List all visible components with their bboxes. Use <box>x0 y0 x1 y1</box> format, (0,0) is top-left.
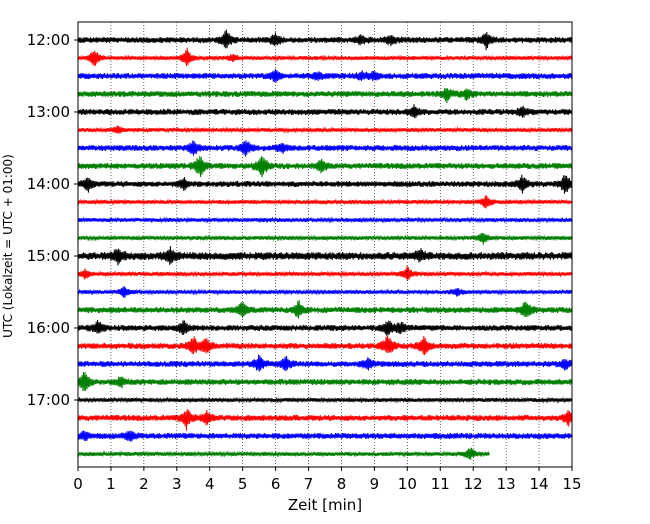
trace-row-1715 <box>77 409 572 431</box>
x-tick-label: 7 <box>304 475 314 493</box>
x-tick-label: 3 <box>172 475 182 493</box>
x-tick-label: 8 <box>337 475 347 493</box>
trace-row-1630 <box>77 354 572 372</box>
x-tick-label: 15 <box>562 475 581 493</box>
trace-row-1645 <box>77 372 572 392</box>
trace-row-1730 <box>77 430 572 442</box>
x-tick-label: 1 <box>106 475 116 493</box>
trace-row-1300 <box>77 104 572 119</box>
trace-row-1215 <box>77 47 572 67</box>
x-tick-label: 12 <box>464 475 483 493</box>
y-tick-label: 17:00 <box>27 391 70 409</box>
ticks-layer: 0 1 2 3 4 5 6 7 8 9 10 11 12 13 14 1512:0013:0014:0015:… <box>27 31 582 493</box>
trace-row-1530 <box>77 285 572 299</box>
y-tick-label: 13:00 <box>27 103 70 121</box>
y-axis-label: UTC (Lokalzeit = UTC + 01:00) <box>1 154 15 338</box>
trace-row-1345 <box>77 155 572 178</box>
y-tick-label: 15:00 <box>27 247 70 265</box>
x-tick-label: 11 <box>431 475 450 493</box>
grid-layer <box>110 22 540 467</box>
y-tick-label: 12:00 <box>27 31 70 49</box>
x-tick-label: 13 <box>497 475 516 493</box>
trace-row-1500 <box>77 246 572 266</box>
trace-row-1745 <box>77 447 491 460</box>
trace-row-1230 <box>77 68 572 83</box>
x-tick-label: 6 <box>271 475 281 493</box>
trace-row-1445 <box>77 232 572 245</box>
plot-frame <box>77 21 573 468</box>
x-tick-label: 14 <box>530 475 549 493</box>
y-tick-label: 16:00 <box>27 319 70 337</box>
trace-row-1245 <box>77 87 572 104</box>
x-tick-label: 9 <box>370 475 380 493</box>
trace-row-1545 <box>77 300 572 319</box>
trace-row-1315 <box>77 125 572 134</box>
x-tick-label: 2 <box>139 475 149 493</box>
trace-row-1600 <box>77 319 572 336</box>
trace-row-1330 <box>77 140 572 157</box>
trace-row-1415 <box>77 195 572 209</box>
x-axis-label: Zeit [min] <box>288 496 362 514</box>
trace-row-1200 <box>77 29 572 51</box>
trace-row-1615 <box>77 335 572 356</box>
trace-row-1515 <box>77 265 572 281</box>
x-tick-label: 0 <box>73 475 83 493</box>
traces-layer <box>77 29 572 460</box>
y-tick-label: 14:00 <box>27 175 70 193</box>
x-tick-label: 5 <box>238 475 248 493</box>
trace-row-1430 <box>77 216 572 224</box>
x-tick-label: 4 <box>205 475 215 493</box>
x-tick-label: 10 <box>398 475 417 493</box>
trace-row-1400 <box>77 174 572 194</box>
trace-row-1700 <box>77 396 572 404</box>
